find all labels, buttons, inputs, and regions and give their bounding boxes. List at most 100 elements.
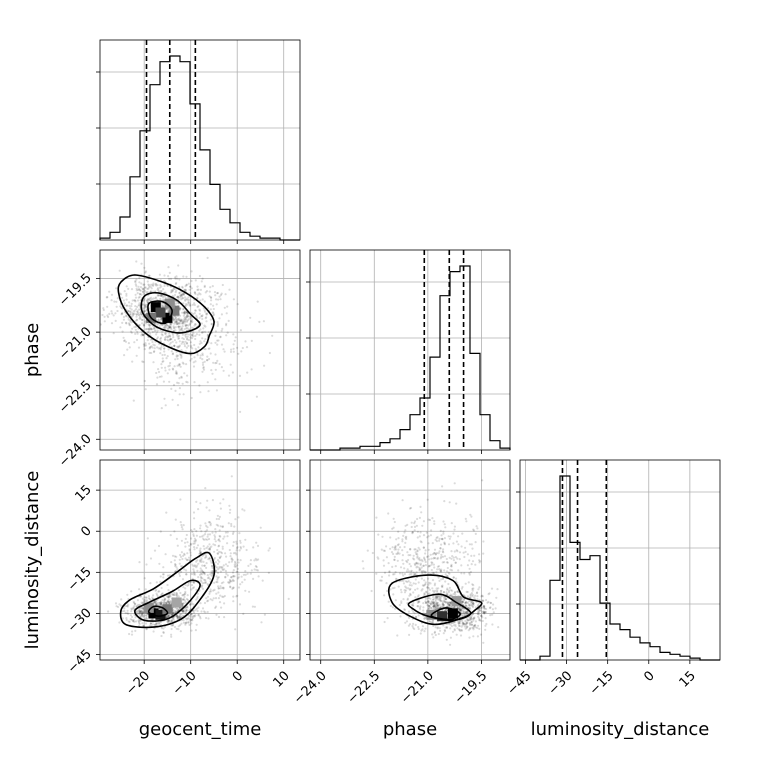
sample-point	[164, 338, 167, 341]
sample-point	[426, 536, 429, 539]
sample-point	[217, 597, 220, 600]
sample-point	[161, 573, 165, 576]
sample-point	[114, 602, 118, 605]
sample-point	[218, 295, 221, 298]
sample-point	[158, 375, 161, 378]
sample-point	[140, 601, 143, 604]
sample-point	[175, 592, 178, 595]
sample-point	[450, 565, 453, 568]
sample-point	[417, 625, 420, 629]
sample-point	[436, 604, 439, 607]
sample-point	[396, 552, 399, 555]
sample-point	[217, 298, 220, 301]
sample-point	[246, 371, 249, 374]
sample-point	[173, 344, 176, 347]
sample-point	[218, 567, 221, 570]
sample-point	[175, 370, 178, 373]
sample-point	[173, 559, 176, 562]
sample-point	[169, 326, 172, 329]
sample-point	[168, 326, 171, 329]
sample-point	[162, 602, 166, 605]
sample-point	[426, 555, 429, 559]
sample-point	[215, 523, 218, 526]
sample-point	[407, 624, 410, 627]
sample-point	[426, 604, 429, 607]
sample-point	[153, 623, 156, 627]
sample-point	[149, 328, 152, 331]
sample-point	[212, 304, 215, 307]
sample-point	[414, 573, 417, 576]
sample-point	[186, 303, 189, 306]
sample-point	[190, 529, 193, 532]
sample-point	[414, 551, 417, 554]
sample-point	[472, 602, 475, 605]
sample-point	[187, 318, 190, 322]
sample-point	[479, 619, 482, 622]
sample-point	[201, 570, 204, 573]
sample-point	[135, 318, 138, 321]
sample-point	[191, 347, 194, 350]
sample-point	[158, 320, 161, 323]
sample-point	[418, 548, 421, 551]
sample-point	[203, 340, 206, 343]
sample-point	[423, 583, 426, 587]
sample-point	[212, 597, 215, 600]
sample-point	[200, 557, 203, 560]
sample-point	[433, 630, 437, 634]
sample-point	[103, 315, 106, 318]
sample-point	[148, 324, 151, 327]
sample-point	[126, 609, 129, 612]
sample-point	[177, 325, 180, 328]
sample-point	[179, 329, 182, 332]
sample-point	[127, 318, 130, 321]
density-cell	[148, 608, 159, 619]
sample-point	[224, 531, 227, 534]
sample-point	[418, 535, 421, 538]
sample-point	[402, 574, 405, 577]
sample-point	[180, 523, 183, 527]
sample-point	[470, 563, 473, 566]
sample-point	[188, 304, 191, 307]
sample-point	[412, 610, 415, 613]
sample-point	[182, 297, 185, 300]
sample-point	[196, 597, 199, 600]
sample-point	[216, 359, 219, 362]
sample-point	[196, 285, 199, 288]
sample-point	[167, 348, 170, 351]
sample-point	[166, 621, 169, 624]
sample-point	[161, 601, 164, 604]
sample-point	[141, 612, 144, 615]
sample-point	[401, 549, 404, 552]
sample-point	[138, 324, 141, 327]
sample-point	[125, 285, 128, 288]
sample-point	[169, 620, 172, 623]
sample-point	[142, 288, 145, 291]
sample-point	[483, 612, 486, 615]
sample-point	[415, 561, 418, 565]
sample-point	[176, 295, 179, 298]
sample-point	[469, 622, 472, 625]
sample-point	[219, 587, 222, 590]
sample-point	[206, 307, 210, 310]
sample-point	[203, 578, 206, 581]
sample-point	[403, 567, 406, 570]
sample-point	[136, 330, 139, 333]
sample-point	[375, 572, 378, 575]
sample-point	[185, 618, 188, 621]
sample-point	[149, 285, 152, 288]
sample-point	[445, 626, 449, 630]
sample-point	[428, 588, 432, 591]
sample-point	[169, 291, 172, 294]
sample-point	[178, 322, 181, 325]
sample-point	[246, 572, 249, 575]
sample-point	[475, 592, 478, 595]
sample-point	[445, 638, 448, 641]
histogram-bar	[450, 272, 460, 450]
sample-point	[216, 321, 219, 324]
sample-point	[184, 545, 187, 548]
sample-point	[148, 351, 151, 354]
sample-point	[216, 291, 219, 295]
sample-point	[439, 569, 442, 572]
sample-point	[426, 597, 429, 600]
sample-point	[431, 587, 434, 590]
